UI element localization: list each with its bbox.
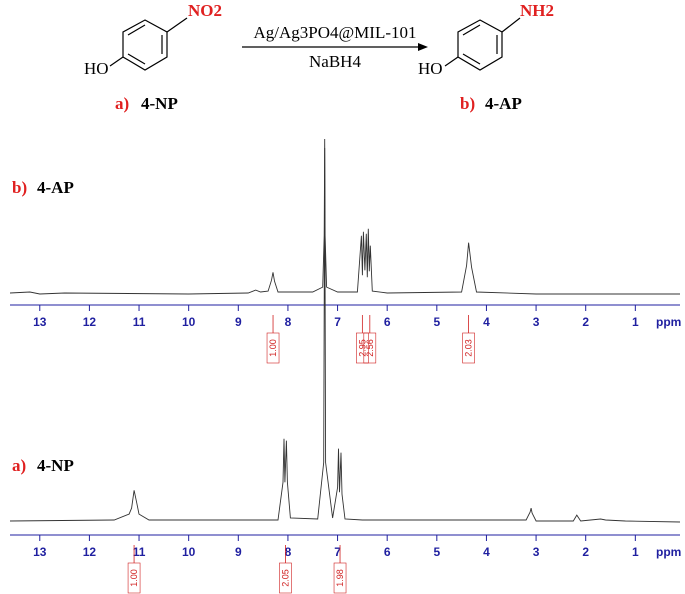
integral: 2.03 xyxy=(462,315,475,364)
arrow-head xyxy=(418,43,428,51)
x-tick-label: 12 xyxy=(83,315,97,329)
product-structure xyxy=(444,17,521,71)
x-tick-label: 6 xyxy=(384,545,391,559)
integral-box xyxy=(266,332,280,364)
x-axis-label: ppm xyxy=(656,545,681,559)
integral: 1.98 xyxy=(333,545,347,594)
panel-label: b) xyxy=(12,178,27,197)
integral: 2.56 xyxy=(363,315,377,364)
integral: 2.05 xyxy=(279,545,292,594)
reactant-name: 4-NP xyxy=(141,94,178,113)
x-tick-label: 8 xyxy=(285,545,292,559)
integral-label: 1.00 xyxy=(268,339,278,357)
spectrum-line xyxy=(9,138,680,295)
integral: 2.95 xyxy=(356,315,369,364)
integral-label: 1.98 xyxy=(335,569,345,587)
integral-label: 2.05 xyxy=(280,569,290,587)
integral-label: 2.03 xyxy=(464,339,474,357)
integral: 1.00 xyxy=(127,545,141,594)
x-tick-label: 7 xyxy=(334,545,341,559)
spectrum-line xyxy=(9,147,681,523)
integral-box xyxy=(279,562,292,594)
x-tick-label: 4 xyxy=(483,545,490,559)
product-name: 4-AP xyxy=(485,94,522,113)
x-tick-label: 2 xyxy=(582,315,589,329)
product-substituent: NH2 xyxy=(520,1,554,20)
x-tick-label: 9 xyxy=(235,315,242,329)
x-axis-label: ppm xyxy=(656,315,681,329)
integral-label: 2.56 xyxy=(365,339,375,357)
x-tick-label: 4 xyxy=(483,315,490,329)
x-tick-label: 3 xyxy=(533,315,540,329)
x-tick-label: 9 xyxy=(235,545,242,559)
integral-box xyxy=(462,332,475,364)
reactant-group: HO xyxy=(84,59,109,78)
x-tick-label: 10 xyxy=(182,545,196,559)
spectrum-title: 4-AP xyxy=(37,178,74,197)
integral-label: 2.95 xyxy=(357,339,367,357)
product-panel: b) xyxy=(460,94,475,113)
reactant-panel: a) xyxy=(115,94,129,113)
reactant-structure xyxy=(109,17,188,71)
integral: 1.00 xyxy=(266,315,280,364)
integral-box xyxy=(363,332,377,364)
product-group: HO xyxy=(418,59,443,78)
integral-label: 1.00 xyxy=(129,569,139,587)
x-tick-label: 2 xyxy=(582,545,589,559)
panel-label: a) xyxy=(12,456,26,475)
x-tick-label: 12 xyxy=(83,545,97,559)
catalyst: Ag/Ag3PO4@MIL-101 xyxy=(254,23,417,42)
x-tick-label: 1 xyxy=(632,545,639,559)
x-tick-label: 13 xyxy=(33,315,47,329)
x-tick-label: 1 xyxy=(632,315,639,329)
integral-box xyxy=(356,332,369,364)
x-tick-label: 5 xyxy=(433,545,440,559)
x-tick-label: 11 xyxy=(133,315,146,329)
reactant-substituent: NO2 xyxy=(188,1,222,20)
x-tick-label: 11 xyxy=(133,545,146,559)
integral-box xyxy=(333,562,347,594)
integral-box xyxy=(127,562,141,594)
reagent: NaBH4 xyxy=(309,52,361,71)
x-tick-label: 13 xyxy=(33,545,47,559)
x-tick-label: 3 xyxy=(533,545,540,559)
x-tick-label: 7 xyxy=(334,315,341,329)
spectrum-title: 4-NP xyxy=(37,456,74,475)
x-tick-label: 8 xyxy=(285,315,292,329)
x-tick-label: 10 xyxy=(182,315,196,329)
x-tick-label: 5 xyxy=(433,315,440,329)
x-tick-label: 6 xyxy=(384,315,391,329)
